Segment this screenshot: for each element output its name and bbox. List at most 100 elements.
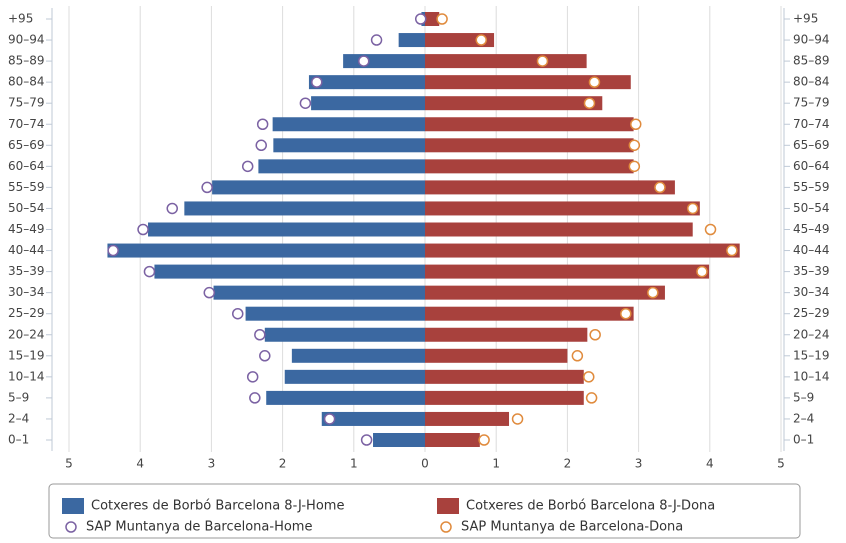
y-tick-label: 15–19: [8, 348, 45, 362]
bar: [425, 96, 603, 111]
y-tick-label: 50–54: [8, 201, 45, 215]
marker: [255, 139, 267, 152]
marker: [137, 223, 149, 236]
marker: [370, 34, 383, 46]
marker: [686, 202, 699, 215]
marker: [620, 307, 632, 320]
bar: [425, 54, 587, 69]
y-tick-label: +95: [8, 12, 33, 26]
x-tick-label: 2: [279, 457, 287, 471]
y-tick-label: 15–19: [793, 348, 830, 362]
marker: [585, 392, 598, 404]
marker: [696, 265, 708, 278]
bar: [308, 75, 425, 90]
y-tick-label: 25–29: [793, 306, 830, 320]
y-tick-label: 80–84: [8, 75, 45, 89]
bar: [425, 159, 634, 174]
bar: [213, 285, 425, 300]
bar: [425, 327, 588, 342]
y-tick-label: 90–94: [793, 33, 830, 47]
y-tick-label: 70–74: [793, 117, 830, 131]
marker: [201, 181, 213, 194]
bar: [184, 201, 425, 216]
bar: [425, 264, 710, 279]
marker: [630, 118, 642, 130]
x-tick-label: 0: [421, 457, 429, 471]
marker: [628, 139, 641, 152]
bar: [273, 138, 425, 153]
marker: [536, 55, 549, 67]
marker: [726, 244, 738, 257]
bar: [212, 180, 425, 195]
y-tick-label: +95: [793, 12, 818, 26]
bar: [343, 54, 425, 69]
bar: [321, 411, 425, 426]
bar: [107, 243, 425, 258]
legend-label: SAP Muntanya de Barcelona-Home: [86, 520, 312, 535]
bar: [425, 285, 665, 300]
marker: [256, 118, 269, 130]
bar: [425, 390, 584, 405]
marker: [143, 265, 156, 278]
y-tick-label: 5–9: [8, 390, 29, 404]
bar: [425, 75, 631, 90]
bar: [425, 243, 740, 258]
bar: [425, 411, 510, 426]
x-tick-label: 1: [492, 457, 500, 471]
legend: Cotxeres de Borbó Barcelona 8-J-Home Cotx…: [62, 498, 715, 535]
marker: [358, 55, 370, 67]
legend-swatch: [65, 521, 77, 533]
y-tick-label: 65–69: [8, 138, 45, 152]
legend-swatch: [62, 498, 84, 514]
marker: [323, 413, 336, 425]
y-tick-label: 2–4: [8, 411, 29, 425]
bar: [264, 327, 425, 342]
bar: [245, 306, 425, 321]
y-tick-label: 80–84: [793, 75, 830, 89]
marker: [254, 329, 266, 341]
y-tick-label: 65–69: [793, 138, 830, 152]
y-tick-label: 35–39: [793, 264, 830, 278]
bar: [154, 264, 425, 279]
y-tick-label: 90–94: [8, 33, 45, 47]
bar: [373, 433, 425, 447]
y-tick-label: 50–54: [793, 201, 830, 215]
marker: [654, 181, 666, 194]
marker: [311, 76, 323, 88]
x-tick-label: 1: [350, 457, 358, 471]
marker: [478, 434, 490, 446]
y-tick-label: 5–9: [793, 390, 814, 404]
y-tick-label: 55–59: [793, 180, 830, 194]
x-tick-label: 4: [706, 457, 714, 471]
marker: [628, 160, 641, 173]
legend-label: Cotxeres de Borbó Barcelona 8-J-Dona: [466, 499, 715, 514]
y-tick-label: 70–74: [8, 117, 45, 131]
y-tick-label: 25–29: [8, 306, 45, 320]
bar: [425, 222, 693, 237]
marker: [299, 97, 312, 109]
marker: [511, 413, 524, 425]
x-tick-label: 3: [208, 457, 216, 471]
marker: [166, 202, 178, 215]
marker: [571, 350, 584, 362]
bar: [425, 369, 584, 384]
marker: [475, 34, 487, 46]
bar: [425, 201, 700, 216]
bar: [284, 369, 425, 384]
marker: [589, 329, 601, 341]
marker: [246, 371, 259, 383]
marker: [647, 286, 659, 299]
marker: [583, 97, 596, 109]
bar: [291, 348, 425, 363]
y-tick-label: 30–34: [8, 285, 45, 299]
y-tick-label: 40–44: [793, 243, 830, 257]
y-tick-label: 10–14: [793, 369, 830, 383]
marker: [588, 76, 601, 88]
x-tick-label: 5: [65, 457, 73, 471]
bar: [425, 12, 440, 26]
legend-swatch: [437, 498, 459, 514]
marker: [231, 307, 244, 320]
marker: [436, 13, 448, 25]
marker: [241, 160, 254, 173]
